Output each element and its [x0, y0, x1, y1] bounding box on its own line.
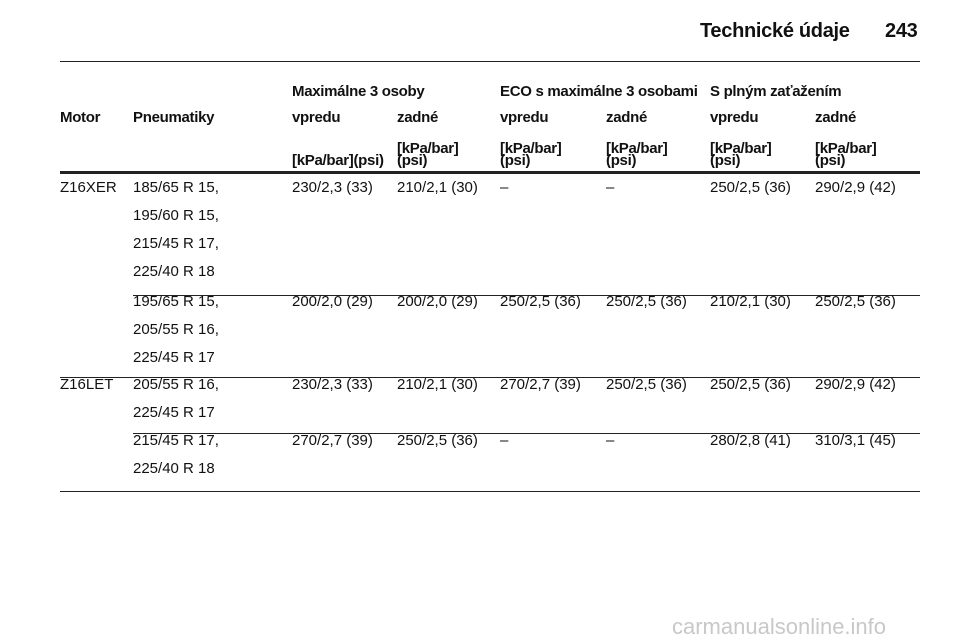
unit-header: [kPa/bar] (psi): [710, 140, 772, 169]
row-rule: [133, 295, 920, 296]
pressure: 250/2,5 (36): [815, 293, 896, 310]
page-title: Technické údaje: [700, 20, 850, 42]
column-header: vpredu: [292, 109, 341, 126]
unit-header: [kPa/bar] (psi): [815, 140, 877, 169]
motor: Z16XER: [60, 179, 117, 196]
unit-header: [kPa/bar] (psi): [500, 140, 562, 169]
pressure: 210/2,1 (30): [710, 293, 791, 310]
pressure: 270/2,7 (39): [292, 432, 373, 449]
column-header: vpredu: [710, 109, 759, 126]
pressure: 270/2,7 (39): [500, 376, 581, 393]
pressure: 250/2,5 (36): [397, 432, 478, 449]
pressure: –: [606, 432, 615, 449]
tire-size: 225/40 R 18: [133, 263, 215, 280]
pressure: 290/2,9 (42): [815, 179, 896, 196]
pressure: 310/3,1 (45): [815, 432, 896, 449]
tire-size: 195/60 R 15,: [133, 207, 219, 224]
pressure: –: [500, 179, 509, 196]
row-rule: [133, 433, 920, 434]
pressure: 230/2,3 (33): [292, 376, 373, 393]
pressure: 210/2,1 (30): [397, 376, 478, 393]
tire-size: 185/65 R 15,: [133, 179, 219, 196]
row-rule: [60, 491, 920, 492]
tire-size: 205/55 R 16,: [133, 376, 219, 393]
pressure: –: [606, 179, 615, 196]
unit-header: [kPa/bar] (psi): [606, 140, 668, 169]
tire-size: 215/45 R 17,: [133, 432, 219, 449]
group-header: ECO s maximálne 3 osobami: [500, 83, 698, 100]
pressure: 210/2,1 (30): [397, 179, 478, 196]
row-rule: [60, 377, 920, 378]
tire-size: 225/40 R 18: [133, 460, 215, 477]
header-rule: [60, 61, 920, 62]
pressure: 200/2,0 (29): [397, 293, 478, 310]
tire-size: 225/45 R 17: [133, 349, 215, 366]
column-header: zadné: [815, 109, 857, 126]
pressure: 250/2,5 (36): [500, 293, 581, 310]
pressure: 250/2,5 (36): [606, 293, 687, 310]
tire-size: 195/65 R 15,: [133, 293, 219, 310]
tire-size: 205/55 R 16,: [133, 321, 219, 338]
page-number: 243: [885, 20, 918, 42]
motor: Z16LET: [60, 376, 114, 393]
group-header: S plným zaťažením: [710, 83, 842, 100]
table-header-rule: [60, 171, 920, 174]
pressure: 250/2,5 (36): [710, 179, 791, 196]
column-header: Motor: [60, 109, 101, 126]
group-header: Maximálne 3 osoby: [292, 83, 425, 100]
pressure: 290/2,9 (42): [815, 376, 896, 393]
pressure: 250/2,5 (36): [710, 376, 791, 393]
tire-size: 225/45 R 17: [133, 404, 215, 421]
pressure: 250/2,5 (36): [606, 376, 687, 393]
tire-size: 215/45 R 17,: [133, 235, 219, 252]
column-header: vpredu: [500, 109, 549, 126]
unit-header: [kPa/bar] (psi): [397, 140, 459, 169]
pressure: 230/2,3 (33): [292, 179, 373, 196]
pressure: –: [500, 432, 509, 449]
watermark: carmanualsonline.info: [672, 614, 887, 639]
column-header: Pneumatiky: [133, 109, 215, 126]
column-header: zadné: [606, 109, 648, 126]
pressure: 280/2,8 (41): [710, 432, 791, 449]
unit-header: [kPa/bar](psi): [292, 152, 384, 169]
pressure: 200/2,0 (29): [292, 293, 373, 310]
column-header: zadné: [397, 109, 439, 126]
